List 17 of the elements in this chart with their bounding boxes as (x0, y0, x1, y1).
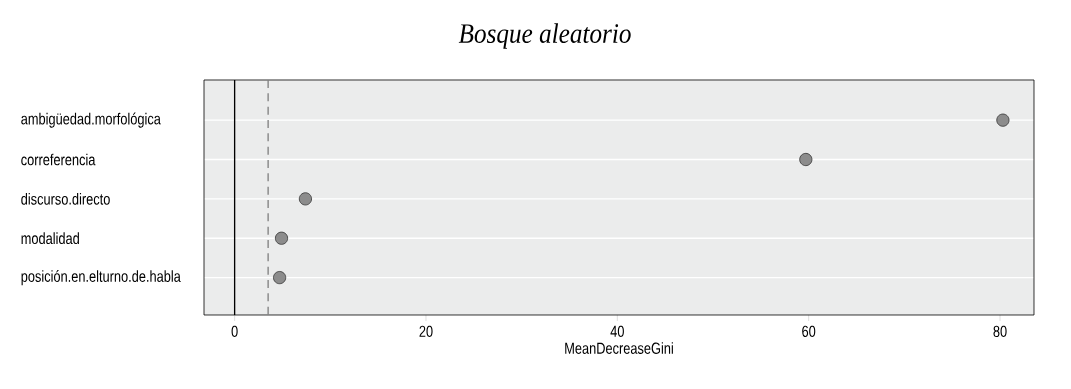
y-tick-label: modalidad (21, 232, 79, 245)
point (996, 113, 1010, 127)
point (273, 271, 287, 285)
point (298, 192, 312, 206)
x-tick-label: 80 (993, 325, 1007, 338)
x-tick-label: 60 (802, 325, 816, 338)
point (274, 231, 289, 245)
point (799, 152, 813, 167)
y-tick-label: correferencia (21, 153, 96, 166)
chart-title: Bosque aleatorio (458, 23, 631, 49)
y-tick-label: ambigüedad.morfológica (21, 112, 161, 128)
x-tick-label: 0 (231, 325, 238, 338)
x-tick-label: 40 (610, 325, 624, 338)
x-tick-label: 20 (419, 325, 433, 338)
x-axis-title: MeanDecreaseGini (565, 342, 673, 354)
y-tick-label: discurso.directo (21, 193, 110, 205)
y-tick-label: posición.en.elturno.de.habla (21, 270, 181, 286)
